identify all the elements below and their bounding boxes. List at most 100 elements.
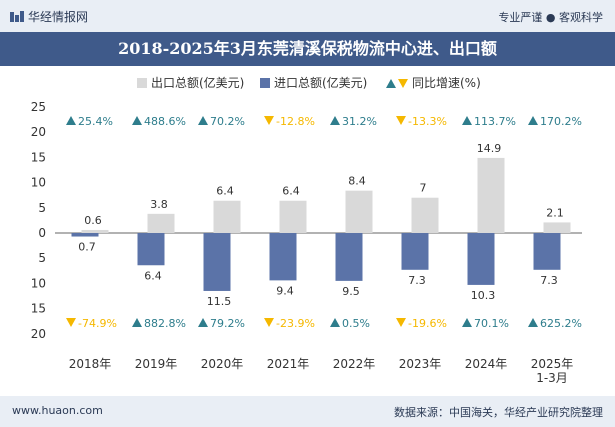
yoy-up-triangle-icon bbox=[330, 116, 340, 125]
x-tick-label: 2019年 bbox=[135, 357, 178, 371]
x-tick-label: 2018年 bbox=[69, 357, 112, 371]
yoy-down-triangle-icon bbox=[396, 318, 406, 327]
export-bar bbox=[411, 197, 439, 233]
import-bar bbox=[71, 233, 99, 237]
export-value-label: 2.1 bbox=[546, 206, 564, 219]
export-value-label: 6.4 bbox=[282, 185, 300, 198]
yoy-up-triangle-icon bbox=[132, 116, 142, 125]
x-tick-label: 2025年 bbox=[531, 357, 574, 371]
yoy-down-triangle-icon bbox=[396, 116, 406, 125]
x-tick-label: 2021年 bbox=[267, 357, 310, 371]
yoy-up-triangle-icon bbox=[462, 116, 472, 125]
import-yoy-label: -74.9% bbox=[78, 317, 117, 330]
import-yoy-label: 79.2% bbox=[210, 317, 245, 330]
export-value-label: 3.8 bbox=[150, 198, 168, 211]
export-value-label: 8.4 bbox=[348, 175, 366, 188]
export-value-label: 6.4 bbox=[216, 185, 234, 198]
legend-export: 出口总额(亿美元) bbox=[151, 75, 244, 90]
chart-title: 2018-2025年3月东莞清溪保税物流中心进、出口额 bbox=[0, 32, 615, 66]
legend: 出口总额(亿美元) 进口总额(亿美元) 同比增速(%) bbox=[137, 75, 481, 90]
legend-up-triangle-icon bbox=[386, 79, 396, 88]
export-yoy-label: 25.4% bbox=[78, 115, 113, 128]
export-yoy-label: -12.8% bbox=[276, 115, 315, 128]
yoy-row: 25.4% -74.9% 488.6% 882.8% 70.2% 79.2% -12.8% -… bbox=[66, 115, 582, 330]
import-value-label: 11.5 bbox=[207, 295, 232, 308]
x-tick-label: 2023年 bbox=[399, 357, 442, 371]
y-tick-label: 10 bbox=[31, 176, 46, 190]
footer: www.huaon.com 数据来源：中国海关，华经产业研究院整理 bbox=[0, 396, 615, 427]
export-yoy-label: 488.6% bbox=[144, 115, 186, 128]
x-tick-label: 2024年 bbox=[465, 357, 508, 371]
legend-yoy: 同比增速(%) bbox=[412, 76, 481, 90]
yoy-up-triangle-icon bbox=[528, 318, 538, 327]
yoy-up-triangle-icon bbox=[198, 116, 208, 125]
x-tick-label: 1-3月 bbox=[536, 371, 568, 385]
x-tick-label: 2022年 bbox=[333, 357, 376, 371]
import-value-label: 6.4 bbox=[144, 269, 162, 282]
export-yoy-label: 170.2% bbox=[540, 115, 582, 128]
y-tick-label: 10 bbox=[31, 276, 46, 290]
import-yoy-label: -19.6% bbox=[408, 317, 447, 330]
bar-chart: 出口总额(亿美元) 进口总额(亿美元) 同比增速(%) 25 20 15 10 5 0 5 1… bbox=[31, 75, 582, 385]
y-tick-label: 25 bbox=[31, 100, 46, 114]
export-bar bbox=[279, 200, 307, 233]
yoy-down-triangle-icon bbox=[264, 318, 274, 327]
legend-swatch-import bbox=[260, 78, 270, 88]
import-bar bbox=[335, 233, 363, 281]
legend-down-triangle-icon bbox=[398, 79, 408, 88]
y-tick-label: 5 bbox=[38, 201, 46, 215]
export-bar bbox=[213, 200, 241, 233]
import-bar bbox=[203, 233, 231, 291]
y-tick-label: 15 bbox=[31, 302, 46, 316]
yoy-up-triangle-icon bbox=[462, 318, 472, 327]
import-bar bbox=[269, 233, 297, 281]
import-yoy-label: 0.5% bbox=[342, 317, 370, 330]
brand-logo-icon bbox=[10, 11, 24, 22]
import-bar bbox=[137, 233, 165, 266]
export-yoy-label: 70.2% bbox=[210, 115, 245, 128]
import-bar bbox=[467, 233, 495, 285]
data-labels: 0.6 0.7 3.8 6.4 6.4 11.5 6.4 9.4 8.4 9.5 7 7.3 14.9 1… bbox=[78, 142, 564, 308]
export-value-label: 0.6 bbox=[84, 214, 102, 227]
import-value-label: 7.3 bbox=[540, 274, 558, 287]
x-tick-label: 2020年 bbox=[201, 357, 244, 371]
yoy-down-triangle-icon bbox=[66, 318, 76, 327]
import-value-label: 9.5 bbox=[342, 285, 360, 298]
yoy-up-triangle-icon bbox=[198, 318, 208, 327]
import-yoy-label: -23.9% bbox=[276, 317, 315, 330]
bars bbox=[71, 157, 571, 291]
yoy-down-triangle-icon bbox=[264, 116, 274, 125]
import-value-label: 9.4 bbox=[276, 284, 294, 297]
brand: 华经情报网 bbox=[10, 8, 88, 25]
yoy-up-triangle-icon bbox=[330, 318, 340, 327]
footer-source: 数据来源：中国海关，华经产业研究院整理 bbox=[394, 406, 603, 419]
export-bar bbox=[345, 190, 373, 233]
export-yoy-label: 31.2% bbox=[342, 115, 377, 128]
import-value-label: 10.3 bbox=[471, 289, 496, 302]
top-bar: 华经情报网 专业严谨 ● 客观科学 bbox=[0, 0, 615, 32]
export-bar bbox=[477, 157, 505, 233]
export-yoy-label: -13.3% bbox=[408, 115, 447, 128]
import-bar bbox=[533, 233, 561, 270]
yoy-up-triangle-icon bbox=[132, 318, 142, 327]
export-bar bbox=[81, 229, 109, 233]
y-tick-label: 15 bbox=[31, 150, 46, 164]
legend-swatch-export bbox=[137, 78, 147, 88]
export-bar bbox=[543, 222, 571, 233]
export-value-label: 7 bbox=[420, 182, 427, 195]
import-bar bbox=[401, 233, 429, 270]
x-axis-labels: 2018年 2019年 2020年 2021年 2022年 2023年 2024年 2025年… bbox=[69, 357, 574, 385]
export-bar bbox=[147, 213, 175, 233]
import-yoy-label: 625.2% bbox=[540, 317, 582, 330]
footer-url[interactable]: www.huaon.com bbox=[12, 404, 103, 417]
y-tick-label: 20 bbox=[31, 327, 46, 341]
brand-name: 华经情报网 bbox=[28, 10, 89, 24]
y-tick-label: 5 bbox=[38, 251, 46, 265]
import-value-label: 7.3 bbox=[408, 274, 426, 287]
import-value-label: 0.7 bbox=[78, 241, 96, 254]
tagline: 专业严谨 ● 客观科学 bbox=[498, 11, 603, 24]
import-yoy-label: 70.1% bbox=[474, 317, 509, 330]
legend-import: 进口总额(亿美元) bbox=[274, 75, 367, 90]
y-tick-label: 20 bbox=[31, 125, 46, 139]
export-value-label: 14.9 bbox=[477, 142, 502, 155]
